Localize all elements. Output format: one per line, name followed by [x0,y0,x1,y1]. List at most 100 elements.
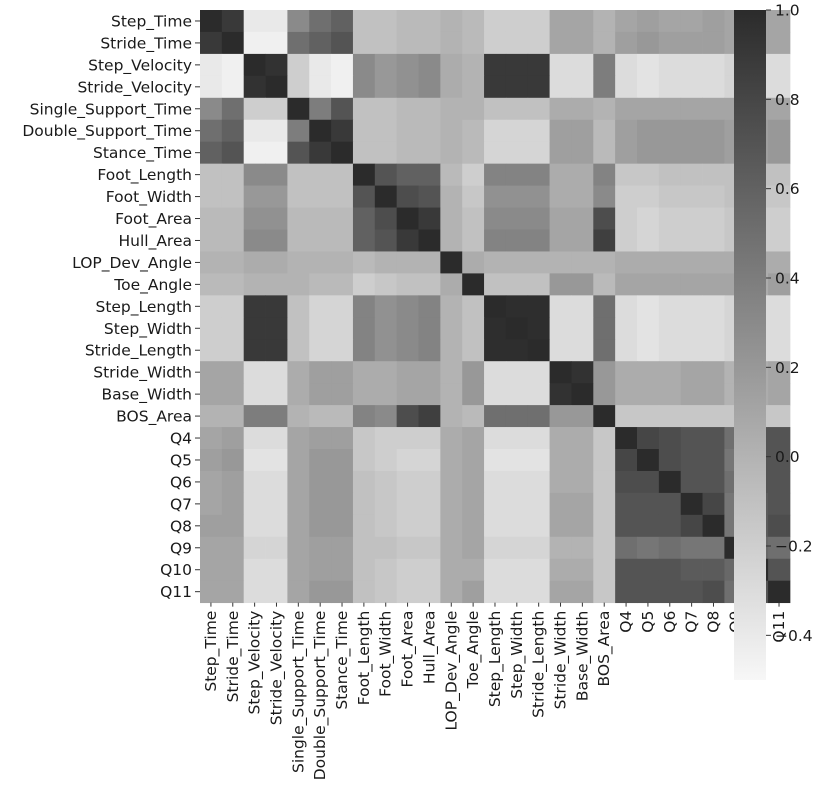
heatmap-cell-Foot_Length-Q7 [680,163,703,186]
heatmap-cell-Q4-Stride_Width [549,427,572,450]
heatmap-cell-Hull_Area-Single_Support_Time [287,229,310,252]
heatmap-cell-Step_Time-Double_Support_Time [309,10,332,33]
x-tick-label: Stance_Time [333,611,352,710]
heatmap-cell-Toe_Angle-Stride_Velocity [265,273,288,296]
heatmap-cell-Foot_Width-Base_Width [571,185,594,208]
heatmap-cell-Stride_Length-Q6 [658,339,682,362]
heatmap-cell-Q10-Stance_Time [331,558,354,582]
heatmap-cell-BOS_Area-Stride_Length [527,405,550,428]
y-tick-label: Q7 [170,495,192,513]
heatmap-cell-Stride_Velocity-Q8 [702,75,725,99]
heatmap-cell-Q9-Step_Length [484,536,507,560]
heatmap-cell-Q5-Stride_Length [527,449,550,472]
y-tick-label: Stride_Width [93,364,192,383]
heatmap-cell-Q11-Foot_Length [352,580,376,604]
heatmap-cell-Hull_Area-Q11 [768,229,791,252]
heatmap-cell-Stance_Time-Stride_Width [549,141,572,165]
heatmap-cell-Q7-Base_Width [571,492,594,516]
heatmap-cell-Stride_Time-Q11 [768,31,791,55]
x-tick-label: Q4 [617,611,635,633]
heatmap-cell-Base_Width-Toe_Angle [462,383,485,406]
heatmap-cell-Q11-Step_Width [505,580,529,604]
heatmap-cell-Q11-LOP_Dev_Angle [440,580,463,604]
colorbar-tick-label: 0.6 [775,180,800,198]
heatmap-cell-Q7-Q5 [637,492,660,516]
heatmap-cell-Foot_Width-Step_Length [484,185,507,208]
x-tick-label: Foot_Length [355,611,374,706]
heatmap-cell-Foot_Length-Q8 [702,163,725,186]
heatmap-cell-Q6-Q6 [658,470,682,494]
heatmap-cell-Q11-Q8 [702,580,725,604]
heatmap-cell-Hull_Area-Step_Length [484,229,507,252]
heatmap-cell-LOP_Dev_Angle-Hull_Area [418,251,441,274]
heatmap-cell-Step_Velocity-Stance_Time [331,53,354,77]
heatmap-cell-Hull_Area-Step_Time [200,229,223,252]
heatmap-cell-Q4-Stride_Velocity [265,427,288,450]
heatmap-cell-Foot_Width-Q11 [768,185,791,208]
heatmap-cell-Step_Time-Stride_Time [221,10,245,33]
heatmap-cell-Single_Support_Time-Hull_Area [418,97,441,121]
heatmap-cell-Q10-Q5 [637,558,660,582]
heatmap-cell-Stride_Time-Step_Velocity [243,31,266,55]
heatmap-cell-Stance_Time-Double_Support_Time [309,141,332,165]
x-tick-label: Stride_Time [224,611,243,703]
heatmap-cell-Stride_Length-Double_Support_Time [309,339,332,362]
heatmap-cell-Step_Time-Q5 [637,10,660,33]
heatmap-cell-Toe_Angle-BOS_Area [593,273,616,296]
heatmap-cell-Step_Length-Q8 [702,295,725,318]
heatmap-cell-Step_Velocity-Step_Time [200,53,223,77]
heatmap-cell-Step_Width-Step_Length [484,317,507,340]
heatmap-cell-Base_Width-Step_Length [484,383,507,406]
heatmap-cell-Step_Time-Foot_Area [396,10,419,33]
heatmap-cell-Toe_Angle-Step_Length [484,273,507,296]
heatmap-cell-LOP_Dev_Angle-Foot_Area [396,251,419,274]
heatmap-cell-Q8-Stance_Time [331,514,354,538]
heatmap-cell-Single_Support_Time-Single_Support_Time [287,97,310,121]
heatmap-cell-Q10-Double_Support_Time [309,558,332,582]
heatmap-cell-Q8-Q5 [637,514,660,538]
heatmap-cell-Q10-Q8 [702,558,725,582]
heatmap-cell-Step_Time-Stance_Time [331,10,354,33]
heatmap-cell-Stride_Time-Stride_Time [221,31,245,55]
heatmap-cell-Stride_Velocity-Stride_Time [221,75,245,99]
heatmap-cell-Stride_Velocity-Q7 [680,75,703,99]
heatmap-cell-Stride_Width-Q7 [680,361,703,384]
heatmap-cell-Q7-Hull_Area [418,492,441,516]
heatmap-cell-Stride_Length-Step_Velocity [243,339,266,362]
heatmap-cell-Step_Width-Step_Time [200,317,223,340]
heatmap-cell-Foot_Width-Double_Support_Time [309,185,332,208]
heatmap-cell-Stride_Length-Stride_Length [527,339,550,362]
heatmap-cell-BOS_Area-Step_Length [484,405,507,428]
heatmap-cell-Stride_Time-Q4 [615,31,638,55]
heatmap-cell-Q4-Q8 [702,427,725,450]
heatmap-cell-Q7-Q8 [702,492,725,516]
heatmap-cell-BOS_Area-Q6 [658,405,682,428]
heatmap-cell-Double_Support_Time-Q11 [768,119,791,143]
heatmap-cell-Single_Support_Time-Toe_Angle [462,97,485,121]
heatmap-cell-Step_Time-Q8 [702,10,725,33]
heatmap-cell-Stride_Velocity-LOP_Dev_Angle [440,75,463,99]
heatmap-cell-Stride_Time-Stride_Velocity [265,31,288,55]
heatmap-cell-Q5-Q11 [768,449,791,472]
heatmap-cell-Stride_Time-Q8 [702,31,725,55]
heatmap-cell-Single_Support_Time-Q8 [702,97,725,121]
heatmap-cell-Foot_Length-Step_Velocity [243,163,266,186]
heatmap-cell-Q10-Step_Time [200,558,223,582]
heatmap-cell-Q9-BOS_Area [593,536,616,560]
heatmap-cell-Foot_Width-LOP_Dev_Angle [440,185,463,208]
heatmap-cell-Q10-Step_Velocity [243,558,266,582]
heatmap-cell-LOP_Dev_Angle-Stride_Width [549,251,572,274]
heatmap-cell-Double_Support_Time-Stride_Velocity [265,119,288,143]
heatmap-cell-Toe_Angle-Foot_Length [352,273,376,296]
heatmap-cell-Q5-Single_Support_Time [287,449,310,472]
heatmap-cell-Double_Support_Time-Step_Velocity [243,119,266,143]
heatmap-cell-Stride_Velocity-Q6 [658,75,682,99]
heatmap-cell-Step_Velocity-Q5 [637,53,660,77]
heatmap-cell-Foot_Length-Stride_Time [221,163,245,186]
heatmap-cell-Double_Support_Time-Stride_Width [549,119,572,143]
x-tick-label: Q6 [661,611,679,633]
heatmap-cell-Stance_Time-Step_Width [505,141,529,165]
x-tick-label: Step_Time [202,611,221,692]
heatmap-cell-Q11-BOS_Area [593,580,616,604]
heatmap-cell-Step_Width-Q6 [658,317,682,340]
